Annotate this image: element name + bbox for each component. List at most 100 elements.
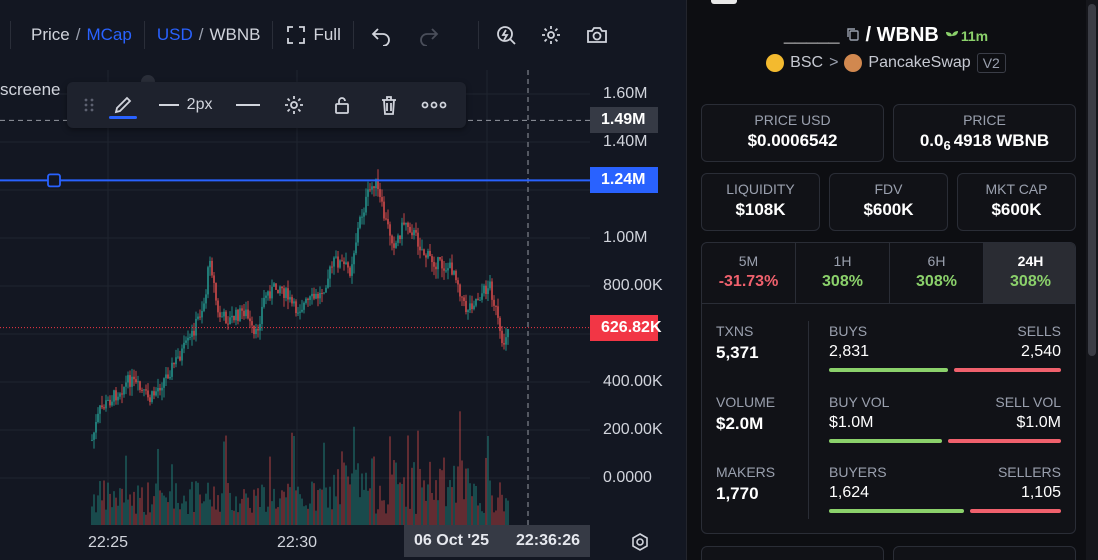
tab-timeframe-1h[interactable]: 1H 308%	[796, 243, 890, 303]
volume-bar	[159, 490, 161, 525]
candle-body	[221, 316, 223, 318]
currency-toggle[interactable]: USD / WBNB	[157, 25, 261, 45]
candle-body	[163, 378, 165, 388]
volume-bar	[223, 441, 225, 525]
volume-bar	[427, 484, 429, 525]
candle-body	[107, 399, 109, 401]
fullscreen-icon	[285, 24, 307, 46]
candle-body	[441, 259, 443, 269]
volume-bar	[167, 502, 169, 525]
price-usd-card: PRICE USD $0.0006542	[701, 104, 884, 162]
volume-bar	[461, 460, 463, 525]
price-axis[interactable]: 1.60M 1.40M 1.00M 800.00K 400.00K 200.00K 0.00…	[590, 70, 686, 525]
price-label[interactable]: Price	[31, 25, 70, 44]
volume-bar	[477, 505, 479, 525]
candle-body	[95, 421, 97, 433]
candle-body	[143, 389, 145, 391]
buys-label: BUYS	[829, 323, 868, 339]
buy-vol-label: BUY VOL	[829, 394, 890, 410]
candle-body	[331, 266, 333, 268]
time-tick: 22:30	[276, 534, 318, 551]
dex-name[interactable]: PancakeSwap	[868, 54, 971, 71]
volume-bar	[233, 510, 235, 525]
candle-body	[293, 301, 295, 304]
candle-body	[97, 413, 99, 422]
candle-body	[295, 301, 297, 314]
undo-icon[interactable]	[370, 24, 392, 47]
wbnb-label[interactable]: WBNB	[209, 25, 261, 44]
axis-settings-icon[interactable]	[629, 532, 651, 559]
candle-body	[507, 329, 509, 338]
redo-icon[interactable]	[418, 24, 440, 47]
candle-body	[99, 405, 101, 414]
candle-body	[155, 391, 157, 396]
timeframe-tabs: 5M -31.73% 1H 308% 6H 308% 24H 308%	[702, 243, 1075, 304]
quick-search-icon[interactable]	[495, 24, 517, 46]
volume-bar	[387, 504, 389, 525]
volume-bar	[95, 512, 97, 525]
delete-drawing-button[interactable]	[365, 82, 412, 128]
chart-panel[interactable]: Price / MCap USD / WBNB Full	[0, 0, 686, 560]
volume-bar	[143, 511, 145, 525]
more-options-button[interactable]	[413, 82, 456, 128]
volume-bar	[271, 501, 273, 525]
tab-timeframe-5m[interactable]: 5M -31.73%	[702, 243, 796, 303]
volume-bar	[501, 494, 503, 525]
candle-body	[455, 271, 457, 281]
mcap-label[interactable]: MCap	[86, 25, 132, 44]
tab-timeframe-6h[interactable]: 6H 308%	[890, 243, 984, 303]
scrollbar-thumb[interactable]	[1088, 4, 1096, 356]
sell-vol-value: $1.0M	[1016, 414, 1061, 431]
candle-body	[287, 288, 289, 300]
buyers-sellers-stat: BUYERS SELLERS 1,624 1,105	[829, 464, 1061, 513]
settings-gear-icon[interactable]	[540, 24, 562, 46]
candle-body	[311, 293, 313, 297]
candle-body	[477, 298, 479, 300]
candle-body	[125, 382, 127, 387]
candle-body	[149, 397, 151, 402]
candlestick-chart[interactable]	[0, 70, 686, 525]
candle-body	[141, 389, 143, 391]
time-axis[interactable]: 22:25 22:30 06 Oct '25 22:36:26	[0, 525, 686, 560]
price-chart-plot[interactable]	[0, 70, 686, 525]
candle-body	[185, 340, 187, 343]
volume-bar	[113, 491, 115, 525]
candle-body	[407, 222, 409, 227]
volume-bar	[503, 511, 505, 525]
price-mcap-toggle[interactable]: Price / MCap	[31, 25, 132, 45]
candle-body	[319, 292, 321, 299]
usd-label[interactable]: USD	[156, 25, 193, 44]
candle-body	[267, 291, 269, 296]
camera-icon[interactable]	[586, 24, 608, 46]
candle-body	[301, 309, 303, 312]
volume-bar	[313, 483, 315, 525]
candle-body	[447, 268, 449, 271]
volume-bar	[265, 511, 267, 525]
line-color-button[interactable]	[101, 82, 146, 128]
volume-bar	[189, 489, 191, 525]
toolbar-separator	[272, 21, 274, 49]
copy-icon[interactable]	[846, 24, 860, 47]
volume-bar	[431, 492, 433, 525]
fdv-label: FDV	[874, 181, 903, 197]
fullscreen-button[interactable]: Full	[285, 24, 341, 46]
candle-body	[463, 297, 465, 302]
line-width-button[interactable]: 2px	[146, 82, 225, 128]
drag-handle-icon[interactable]	[77, 82, 101, 128]
liquidity-value: $108K	[735, 200, 786, 219]
volume-bar	[399, 482, 401, 525]
line-style-button[interactable]	[225, 82, 270, 128]
scrollbar[interactable]	[1086, 0, 1098, 560]
lock-drawing-button[interactable]	[318, 82, 365, 128]
volume-bar	[323, 442, 325, 525]
volume-bar	[125, 455, 127, 525]
candle-body	[469, 303, 471, 311]
drawing-settings-button[interactable]	[270, 82, 317, 128]
volume-bar	[267, 506, 269, 525]
candle-body	[393, 243, 395, 248]
volume-bar	[359, 497, 361, 525]
volume-bar	[381, 500, 383, 525]
chain-name[interactable]: BSC	[790, 54, 824, 71]
tab-timeframe-24h[interactable]: 24H 308%	[984, 243, 1075, 303]
candle-body	[415, 230, 417, 233]
